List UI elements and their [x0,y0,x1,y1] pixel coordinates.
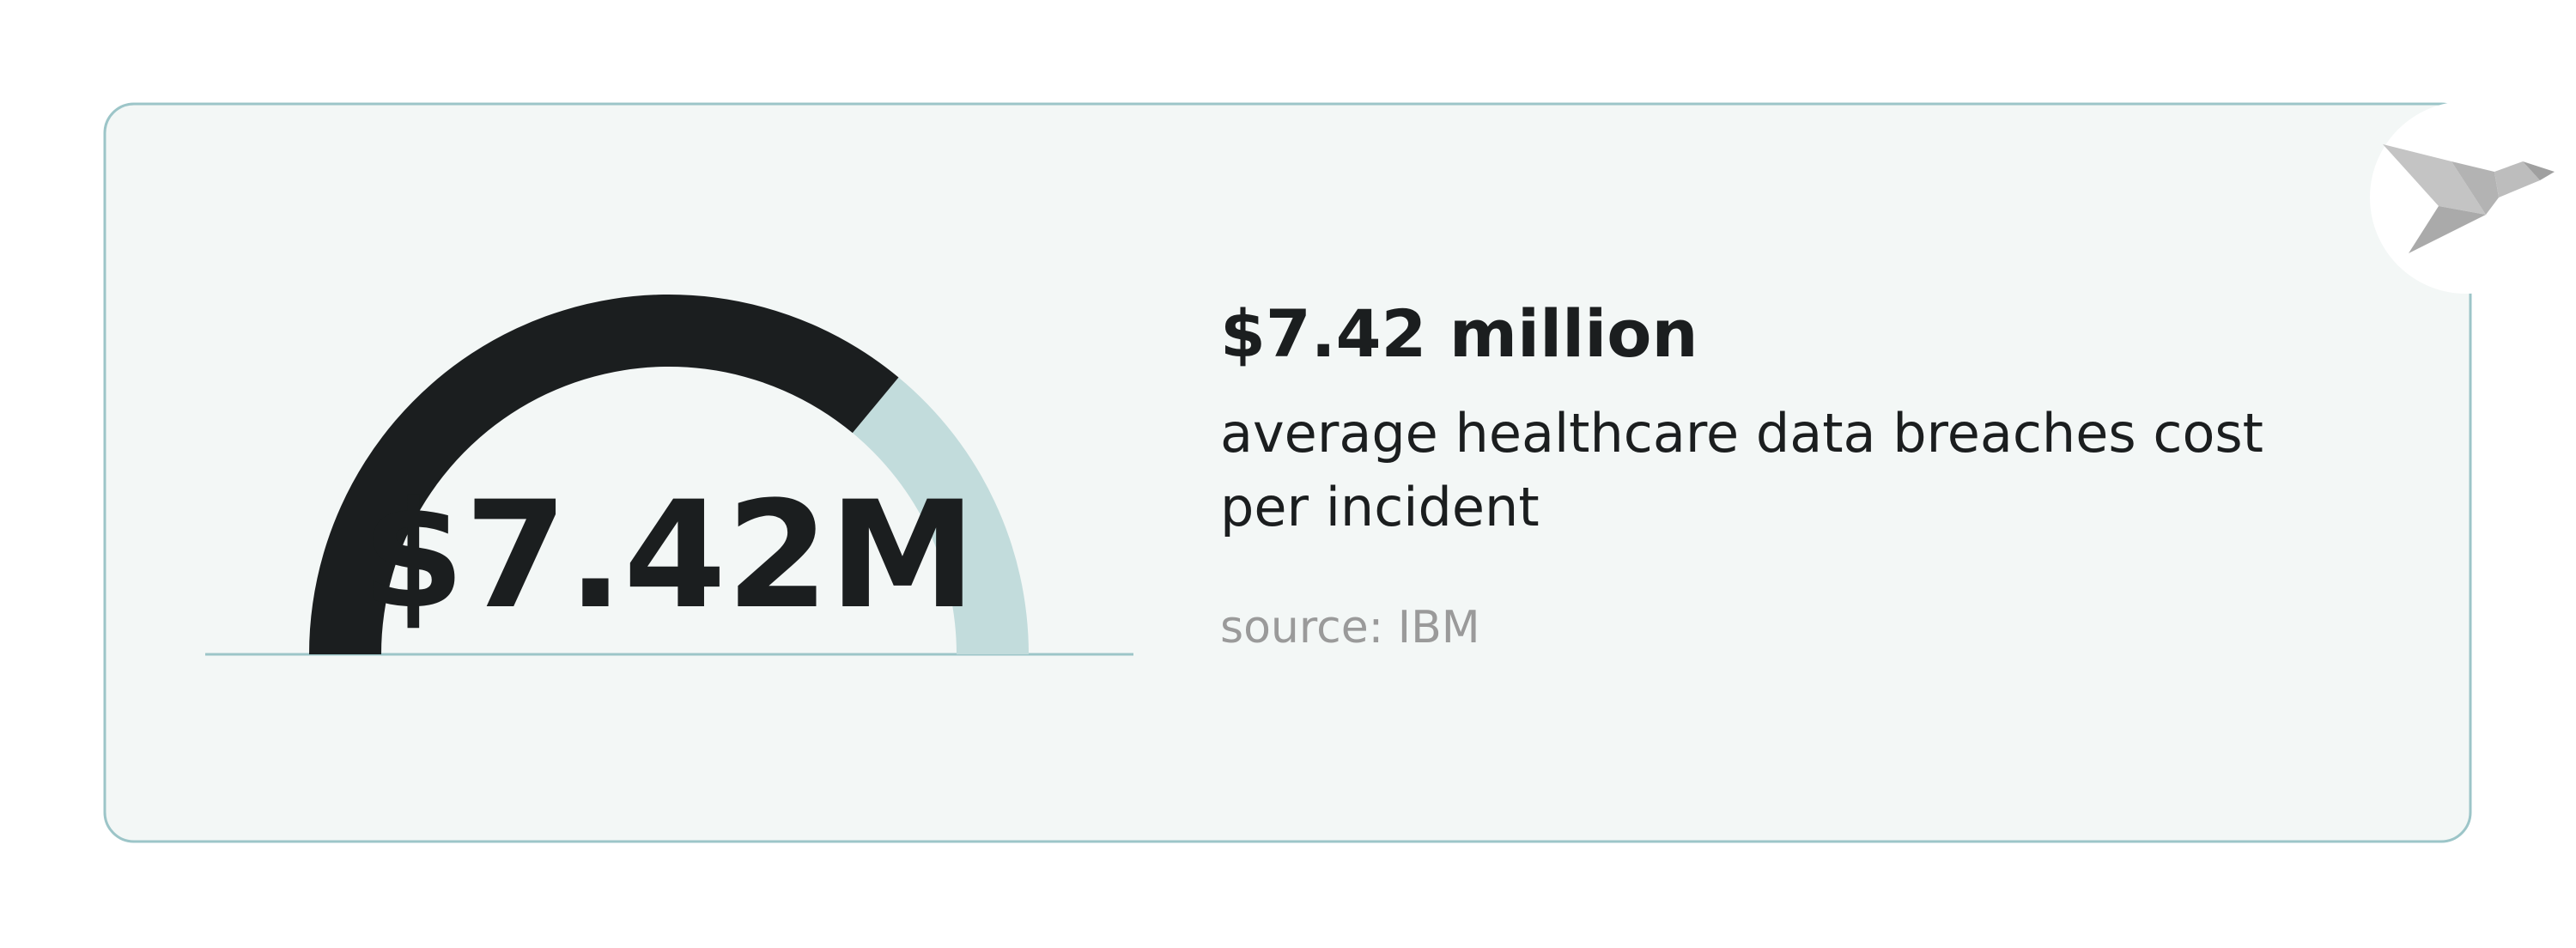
description-line: per incident [1220,476,1540,538]
gauge-arc [309,294,899,654]
gauge-value-label: $7.42M [361,469,975,641]
gauge-track [852,377,1029,654]
card [103,102,2472,843]
logo-beak [2523,161,2555,180]
logo-tail [2409,206,2486,253]
gauge [309,294,1029,654]
source: source: IBM [1220,602,1480,653]
logo-body [2451,161,2499,215]
description-line: average healthcare data breaches cost [1220,402,2263,465]
logo [2370,101,2562,294]
headline: $7.42 million [1220,295,1698,372]
logo-head [2494,161,2540,198]
logo-wing [2383,144,2486,215]
